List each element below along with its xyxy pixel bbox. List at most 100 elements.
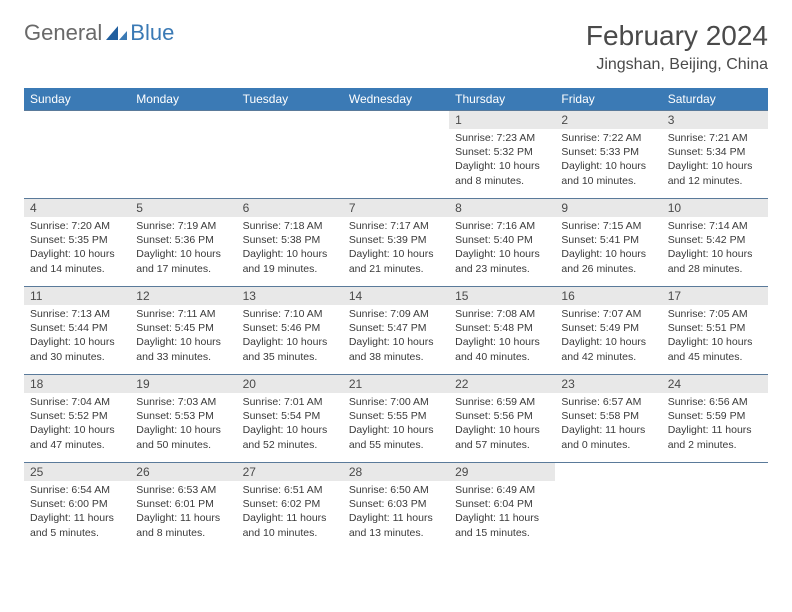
day-data: Sunrise: 7:00 AMSunset: 5:55 PMDaylight:… xyxy=(343,393,449,456)
day-number: 25 xyxy=(24,463,130,481)
day-cell xyxy=(555,463,661,551)
week-row: 11Sunrise: 7:13 AMSunset: 5:44 PMDayligh… xyxy=(24,287,768,375)
day-number: 24 xyxy=(662,375,768,393)
day-number: 14 xyxy=(343,287,449,305)
day-data: Sunrise: 7:15 AMSunset: 5:41 PMDaylight:… xyxy=(555,217,661,280)
day-cell: 11Sunrise: 7:13 AMSunset: 5:44 PMDayligh… xyxy=(24,287,130,375)
day-cell: 2Sunrise: 7:22 AMSunset: 5:33 PMDaylight… xyxy=(555,111,661,199)
day-number: 7 xyxy=(343,199,449,217)
title-block: February 2024 Jingshan, Beijing, China xyxy=(586,20,768,74)
day-cell: 4Sunrise: 7:20 AMSunset: 5:35 PMDaylight… xyxy=(24,199,130,287)
day-cell: 10Sunrise: 7:14 AMSunset: 5:42 PMDayligh… xyxy=(662,199,768,287)
header: General Blue February 2024 Jingshan, Bei… xyxy=(24,20,768,74)
day-cell: 21Sunrise: 7:00 AMSunset: 5:55 PMDayligh… xyxy=(343,375,449,463)
day-data: Sunrise: 7:20 AMSunset: 5:35 PMDaylight:… xyxy=(24,217,130,280)
day-cell: 24Sunrise: 6:56 AMSunset: 5:59 PMDayligh… xyxy=(662,375,768,463)
day-data: Sunrise: 7:03 AMSunset: 5:53 PMDaylight:… xyxy=(130,393,236,456)
day-data: Sunrise: 7:04 AMSunset: 5:52 PMDaylight:… xyxy=(24,393,130,456)
day-cell: 16Sunrise: 7:07 AMSunset: 5:49 PMDayligh… xyxy=(555,287,661,375)
day-cell: 26Sunrise: 6:53 AMSunset: 6:01 PMDayligh… xyxy=(130,463,236,551)
day-cell xyxy=(343,111,449,199)
day-number: 21 xyxy=(343,375,449,393)
day-number: 5 xyxy=(130,199,236,217)
calendar-table: Sunday Monday Tuesday Wednesday Thursday… xyxy=(24,88,768,551)
day-data: Sunrise: 6:56 AMSunset: 5:59 PMDaylight:… xyxy=(662,393,768,456)
logo-text-blue: Blue xyxy=(130,20,174,46)
day-number: 12 xyxy=(130,287,236,305)
day-number: 23 xyxy=(555,375,661,393)
day-data: Sunrise: 7:18 AMSunset: 5:38 PMDaylight:… xyxy=(237,217,343,280)
day-cell: 14Sunrise: 7:09 AMSunset: 5:47 PMDayligh… xyxy=(343,287,449,375)
day-number: 10 xyxy=(662,199,768,217)
day-number: 1 xyxy=(449,111,555,129)
day-number: 3 xyxy=(662,111,768,129)
day-cell: 19Sunrise: 7:03 AMSunset: 5:53 PMDayligh… xyxy=(130,375,236,463)
day-data: Sunrise: 6:51 AMSunset: 6:02 PMDaylight:… xyxy=(237,481,343,544)
day-number: 29 xyxy=(449,463,555,481)
day-data: Sunrise: 7:10 AMSunset: 5:46 PMDaylight:… xyxy=(237,305,343,368)
week-row: 18Sunrise: 7:04 AMSunset: 5:52 PMDayligh… xyxy=(24,375,768,463)
day-cell: 27Sunrise: 6:51 AMSunset: 6:02 PMDayligh… xyxy=(237,463,343,551)
day-cell: 25Sunrise: 6:54 AMSunset: 6:00 PMDayligh… xyxy=(24,463,130,551)
day-data: Sunrise: 7:01 AMSunset: 5:54 PMDaylight:… xyxy=(237,393,343,456)
day-data: Sunrise: 6:50 AMSunset: 6:03 PMDaylight:… xyxy=(343,481,449,544)
day-number: 22 xyxy=(449,375,555,393)
day-number: 16 xyxy=(555,287,661,305)
day-cell: 29Sunrise: 6:49 AMSunset: 6:04 PMDayligh… xyxy=(449,463,555,551)
week-row: 4Sunrise: 7:20 AMSunset: 5:35 PMDaylight… xyxy=(24,199,768,287)
day-number: 6 xyxy=(237,199,343,217)
day-number: 20 xyxy=(237,375,343,393)
day-data: Sunrise: 6:57 AMSunset: 5:58 PMDaylight:… xyxy=(555,393,661,456)
day-number: 19 xyxy=(130,375,236,393)
day-data: Sunrise: 7:16 AMSunset: 5:40 PMDaylight:… xyxy=(449,217,555,280)
day-data: Sunrise: 6:54 AMSunset: 6:00 PMDaylight:… xyxy=(24,481,130,544)
day-number: 27 xyxy=(237,463,343,481)
day-data: Sunrise: 7:07 AMSunset: 5:49 PMDaylight:… xyxy=(555,305,661,368)
dow-tue: Tuesday xyxy=(237,88,343,111)
day-number: 26 xyxy=(130,463,236,481)
day-cell: 1Sunrise: 7:23 AMSunset: 5:32 PMDaylight… xyxy=(449,111,555,199)
day-number: 4 xyxy=(24,199,130,217)
day-data: Sunrise: 7:13 AMSunset: 5:44 PMDaylight:… xyxy=(24,305,130,368)
day-cell: 17Sunrise: 7:05 AMSunset: 5:51 PMDayligh… xyxy=(662,287,768,375)
day-number: 2 xyxy=(555,111,661,129)
day-data: Sunrise: 6:53 AMSunset: 6:01 PMDaylight:… xyxy=(130,481,236,544)
day-number: 28 xyxy=(343,463,449,481)
day-cell: 18Sunrise: 7:04 AMSunset: 5:52 PMDayligh… xyxy=(24,375,130,463)
week-row: 1Sunrise: 7:23 AMSunset: 5:32 PMDaylight… xyxy=(24,111,768,199)
day-cell: 23Sunrise: 6:57 AMSunset: 5:58 PMDayligh… xyxy=(555,375,661,463)
day-data: Sunrise: 7:22 AMSunset: 5:33 PMDaylight:… xyxy=(555,129,661,192)
day-number: 13 xyxy=(237,287,343,305)
day-data: Sunrise: 7:09 AMSunset: 5:47 PMDaylight:… xyxy=(343,305,449,368)
dow-sat: Saturday xyxy=(662,88,768,111)
day-data: Sunrise: 7:19 AMSunset: 5:36 PMDaylight:… xyxy=(130,217,236,280)
day-cell: 8Sunrise: 7:16 AMSunset: 5:40 PMDaylight… xyxy=(449,199,555,287)
day-cell: 28Sunrise: 6:50 AMSunset: 6:03 PMDayligh… xyxy=(343,463,449,551)
dow-fri: Friday xyxy=(555,88,661,111)
day-number: 18 xyxy=(24,375,130,393)
day-data: Sunrise: 7:14 AMSunset: 5:42 PMDaylight:… xyxy=(662,217,768,280)
day-cell: 9Sunrise: 7:15 AMSunset: 5:41 PMDaylight… xyxy=(555,199,661,287)
day-data: Sunrise: 7:08 AMSunset: 5:48 PMDaylight:… xyxy=(449,305,555,368)
day-number: 9 xyxy=(555,199,661,217)
day-cell: 22Sunrise: 6:59 AMSunset: 5:56 PMDayligh… xyxy=(449,375,555,463)
logo-text-general: General xyxy=(24,20,102,46)
day-cell: 3Sunrise: 7:21 AMSunset: 5:34 PMDaylight… xyxy=(662,111,768,199)
day-cell xyxy=(237,111,343,199)
month-title: February 2024 xyxy=(586,20,768,52)
day-data: Sunrise: 7:05 AMSunset: 5:51 PMDaylight:… xyxy=(662,305,768,368)
day-cell xyxy=(662,463,768,551)
day-data: Sunrise: 7:17 AMSunset: 5:39 PMDaylight:… xyxy=(343,217,449,280)
day-cell: 5Sunrise: 7:19 AMSunset: 5:36 PMDaylight… xyxy=(130,199,236,287)
day-cell: 20Sunrise: 7:01 AMSunset: 5:54 PMDayligh… xyxy=(237,375,343,463)
location: Jingshan, Beijing, China xyxy=(586,56,768,74)
day-cell: 12Sunrise: 7:11 AMSunset: 5:45 PMDayligh… xyxy=(130,287,236,375)
week-row: 25Sunrise: 6:54 AMSunset: 6:00 PMDayligh… xyxy=(24,463,768,551)
day-number: 11 xyxy=(24,287,130,305)
day-cell: 13Sunrise: 7:10 AMSunset: 5:46 PMDayligh… xyxy=(237,287,343,375)
day-number: 15 xyxy=(449,287,555,305)
dow-sun: Sunday xyxy=(24,88,130,111)
day-data: Sunrise: 7:11 AMSunset: 5:45 PMDaylight:… xyxy=(130,305,236,368)
logo: General Blue xyxy=(24,20,174,46)
day-cell: 15Sunrise: 7:08 AMSunset: 5:48 PMDayligh… xyxy=(449,287,555,375)
